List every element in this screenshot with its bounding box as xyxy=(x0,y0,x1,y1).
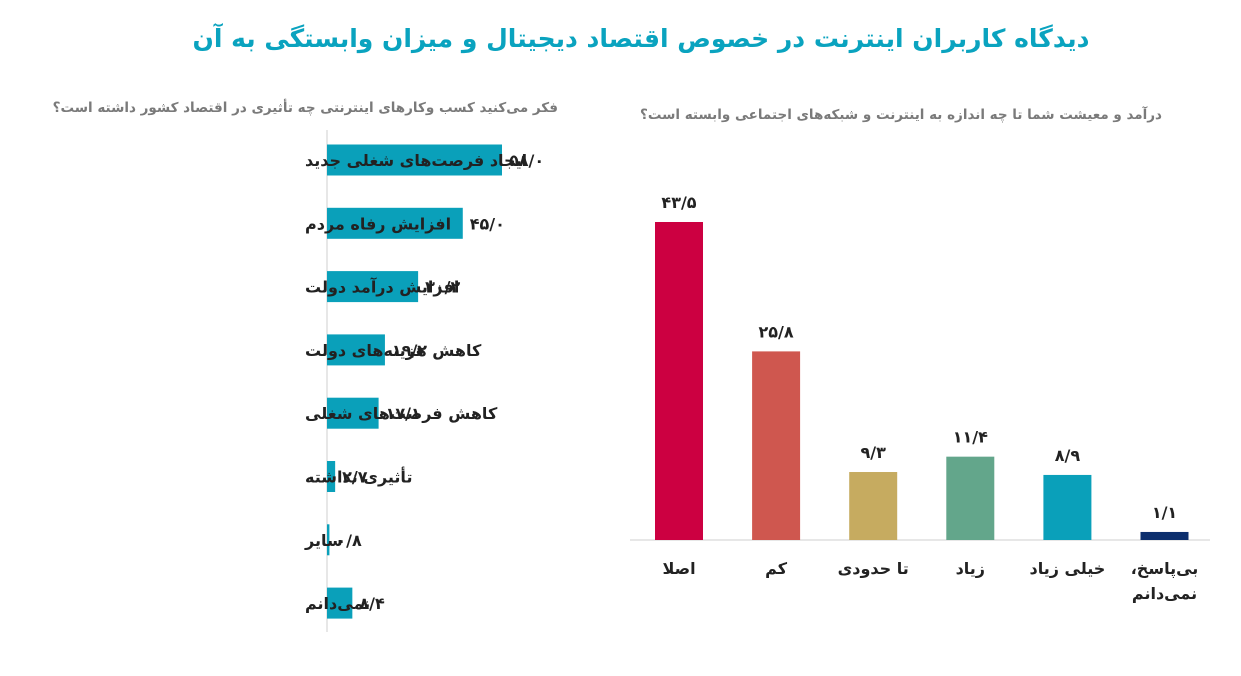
left-category-label: تأثیری نداشته xyxy=(305,467,412,487)
left-bar xyxy=(327,271,419,303)
left-category-label: افزایش رفاه مردم xyxy=(305,214,451,233)
right-value-label: ۸/۹ xyxy=(1055,446,1081,465)
right-category-label: اصلا xyxy=(662,559,695,578)
right-category-label: زیاد xyxy=(956,559,985,578)
right-bar xyxy=(1140,531,1189,540)
right-category-label: بی‌پاسخ، xyxy=(1131,559,1199,579)
right-bar xyxy=(849,472,898,540)
left-value-label: ۳۰/۲ xyxy=(425,278,460,297)
left-category-label: نمی‌دانم xyxy=(305,594,370,613)
left-bar xyxy=(327,144,502,176)
right-value-label: ۱/۱ xyxy=(1152,503,1177,522)
left-value-label: ۲/۷ xyxy=(342,468,368,487)
left-category-label: افزایش درآمد دولت xyxy=(305,277,459,297)
left-bar xyxy=(327,207,463,239)
right-value-label: ۴۳/۵ xyxy=(661,193,696,212)
right-bar xyxy=(1043,474,1092,540)
left-bar xyxy=(327,587,353,619)
left-category-label: سایر xyxy=(304,531,343,550)
right-value-label: ۲۵/۸ xyxy=(759,322,794,341)
left-category-label: ایجاد فرصت‌های شغلی جدید xyxy=(305,151,527,170)
left-bar xyxy=(327,461,336,492)
left-value-label: ۸/۴ xyxy=(359,594,385,613)
left-bar xyxy=(327,524,330,556)
right-category-label: خیلی زیاد xyxy=(1030,559,1106,578)
left-bar xyxy=(327,334,385,366)
right-bar xyxy=(752,351,801,540)
left-category-label: کاهش هزینه‌های دولت xyxy=(305,341,482,360)
right-bar xyxy=(946,456,995,540)
left-bar xyxy=(327,397,379,429)
left-value-label: ۵۸/۰ xyxy=(509,151,544,170)
left-value-label: ۰/۸ xyxy=(336,531,362,550)
right-bar xyxy=(655,222,703,540)
page-title: دیدگاه کاربران اینترنت در خصوص اقتصاد دی… xyxy=(192,24,1090,53)
left-category-label: کاهش فرصت‌های شغلی xyxy=(305,404,498,423)
left-value-label: ۴۵/۰ xyxy=(470,214,505,233)
left-value-label: ۱۷/۱ xyxy=(386,404,421,423)
right-category-label: کم xyxy=(765,559,788,578)
right-chart-title: درآمد و معیشت شما تا چه اندازه به اینترن… xyxy=(640,107,1162,123)
right-value-label: ۹/۳ xyxy=(861,443,887,462)
left-value-label: ۱۹/۲ xyxy=(392,341,427,360)
right-category-label: نمی‌دانم xyxy=(1132,584,1197,603)
right-category-label: تا حدودی xyxy=(838,559,909,578)
left-chart-title: فکر می‌کنید کسب وکارهای اینترنتی چه تأثی… xyxy=(52,100,558,116)
right-value-label: ۱۱/۴ xyxy=(953,428,988,447)
